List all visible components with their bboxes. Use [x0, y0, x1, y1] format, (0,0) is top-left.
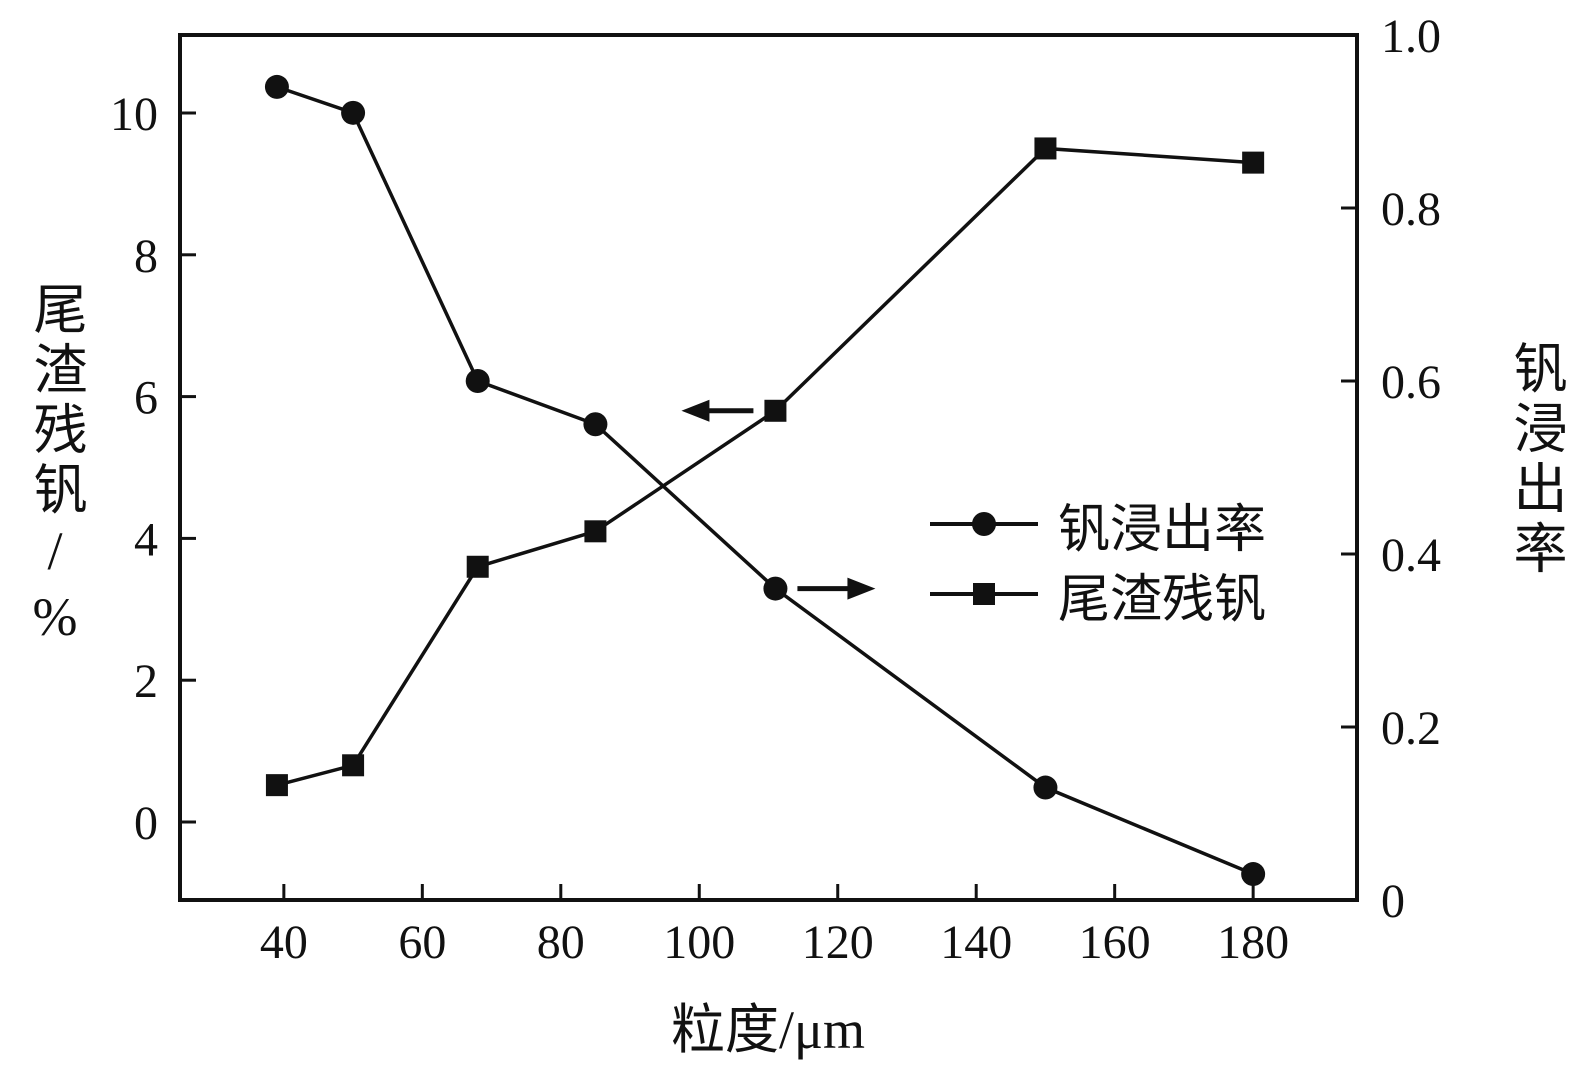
chart-legend: 钒浸出率 尾渣残钒 — [928, 494, 1266, 629]
x-tick-label: 80 — [537, 916, 585, 969]
square-marker-icon — [930, 583, 1038, 605]
y-left-tick-label: 8 — [134, 230, 158, 283]
y-right-tick-label: 0.6 — [1381, 356, 1441, 409]
y-right-tick-label: 0.4 — [1381, 529, 1441, 582]
x-tick-label: 120 — [802, 916, 874, 969]
series-line-0 — [276, 85, 1254, 876]
data-point-square — [265, 774, 288, 797]
y-right-tick-label: 0.2 — [1381, 702, 1441, 755]
data-point-square — [1034, 137, 1057, 160]
axis-arrow-head-icon — [847, 577, 876, 600]
data-point-circle — [1033, 775, 1058, 800]
data-point-square — [342, 754, 365, 777]
y-left-tick-label: 6 — [134, 372, 158, 425]
x-tick-label: 140 — [940, 916, 1012, 969]
left-axis-title: 尾渣残钒/% — [25, 281, 85, 653]
x-tick-label: 100 — [663, 916, 735, 969]
y-right-tick-label: 1.0 — [1381, 10, 1441, 63]
data-point-square — [584, 520, 607, 543]
data-point-circle — [341, 100, 366, 125]
data-point-square — [1242, 151, 1265, 174]
data-point-circle — [1241, 862, 1266, 887]
data-point-circle — [264, 74, 289, 99]
data-point-circle — [465, 369, 490, 393]
legend-entry-residual: 尾渣残钒 — [928, 564, 1266, 629]
x-tick-label: 60 — [398, 916, 446, 969]
legend-label-residual: 尾渣残钒 — [1058, 571, 1267, 629]
y-left-tick-label: 4 — [134, 513, 158, 566]
y-left-tick-label: 0 — [134, 797, 158, 850]
data-point-circle — [763, 576, 788, 601]
legend-entry-leach-rate: 钒浸出率 — [928, 494, 1266, 559]
x-tick-label: 40 — [260, 916, 308, 969]
plot-border — [178, 33, 1359, 902]
data-point-square — [466, 555, 489, 578]
x-tick-label: 160 — [1079, 916, 1151, 969]
data-point-circle — [583, 412, 608, 437]
legend-label-leach-rate: 钒浸出率 — [1058, 501, 1267, 559]
series-line-1 — [276, 146, 1254, 787]
data-point-square — [764, 399, 787, 422]
x-axis-title: 粒度/μm — [671, 1000, 865, 1060]
y-right-tick-label: 0.8 — [1381, 183, 1441, 236]
y-right-tick-label: 0 — [1381, 875, 1405, 928]
y-left-tick-label: 2 — [134, 655, 158, 708]
y-left-tick-label: 10 — [110, 88, 158, 141]
circle-marker-icon — [930, 512, 1038, 536]
right-axis-title: 钒浸出率 — [1505, 340, 1565, 580]
x-tick-label: 180 — [1217, 916, 1289, 969]
axis-arrow-head-icon — [681, 399, 710, 422]
